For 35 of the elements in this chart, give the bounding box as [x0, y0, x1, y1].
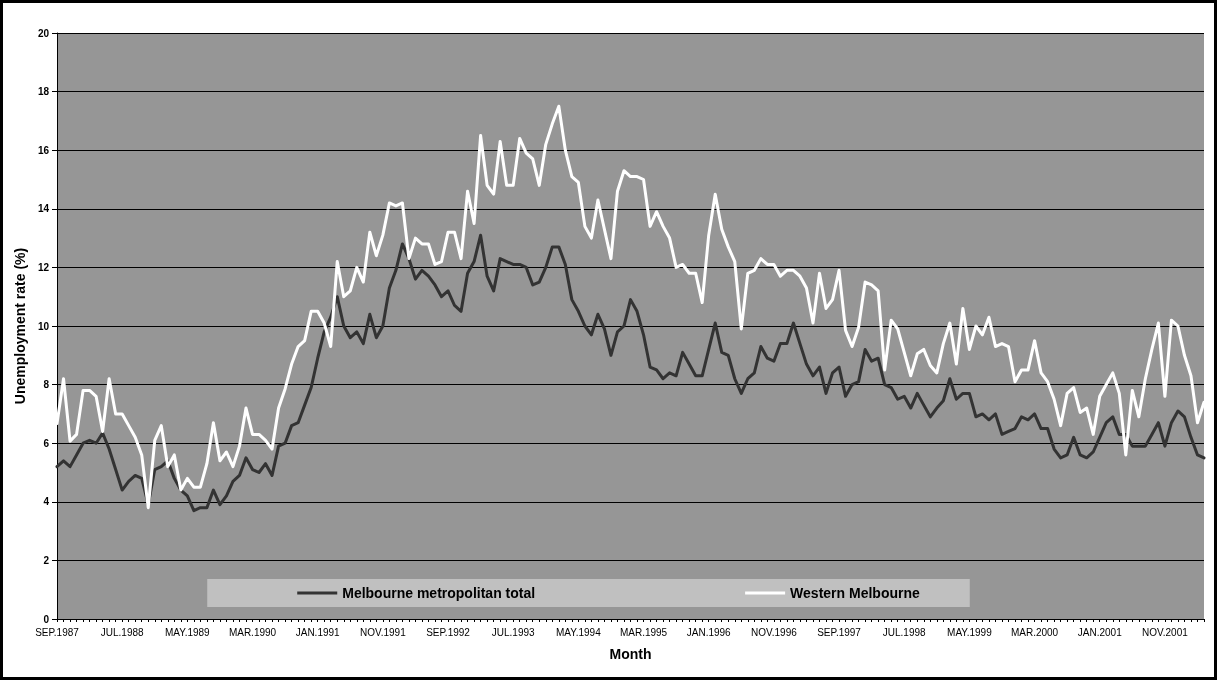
x-tick-label: JAN.2001	[1077, 626, 1123, 638]
x-tick-label: JAN.1991	[295, 626, 341, 638]
y-tick-label: 4	[43, 496, 50, 508]
y-tick-label: 8	[43, 379, 50, 391]
x-tick-label: MAY.1999	[947, 626, 993, 638]
legend-label: Melbourne metropolitan total	[342, 585, 536, 601]
legend-label: Western Melbourne	[790, 585, 920, 601]
x-tick-label: JAN.1996	[686, 626, 732, 638]
y-axis-title: Unemployment rate (%)	[11, 247, 28, 405]
x-tick-label: NOV.1996	[750, 626, 798, 638]
x-tick-label: MAR.1990	[228, 626, 277, 638]
y-tick-label: 10	[37, 320, 50, 332]
x-tick-label: MAY.1989	[165, 626, 211, 638]
y-tick-label: 18	[37, 86, 50, 98]
y-tick-label: 6	[43, 437, 50, 449]
x-tick-label: JUL.1998	[882, 626, 927, 638]
x-tick-label: NOV.2001	[1142, 626, 1189, 638]
x-tick-label: SEP.1987	[35, 626, 80, 638]
x-tick-label: SEP.1997	[817, 626, 862, 638]
x-tick-label: MAY.1994	[556, 626, 602, 638]
y-tick-label: 16	[37, 144, 50, 156]
x-tick-label: MAR.1995	[619, 626, 668, 638]
x-tick-label: NOV.1991	[359, 626, 407, 638]
y-tick-label: 2	[43, 554, 50, 566]
line-series	[55, 104, 1206, 510]
x-tick-label: SEP.1992	[426, 626, 471, 638]
x-tick-label: MAR.2000	[1010, 626, 1059, 638]
y-tick-label: 12	[37, 261, 50, 273]
line-series	[55, 233, 1206, 513]
x-axis-title: Month	[609, 646, 652, 662]
x-tick-label: JUL.1993	[491, 626, 536, 638]
x-tick-label: JUL.1988	[100, 626, 145, 638]
y-tick-label: 20	[37, 27, 50, 39]
y-tick-label: 0	[43, 613, 50, 625]
y-tick-label: 14	[37, 203, 50, 215]
